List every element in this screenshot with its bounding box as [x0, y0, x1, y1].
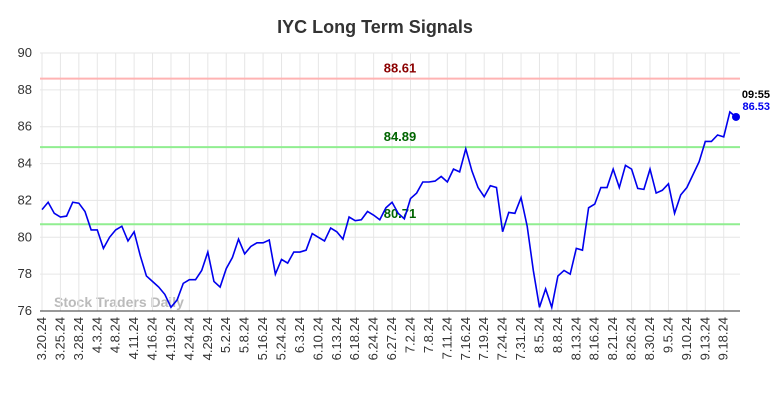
- x-tick-label: 7.2.24: [402, 317, 417, 353]
- x-tick-label: 6.13.24: [329, 317, 344, 360]
- chart-title: IYC Long Term Signals: [277, 17, 473, 37]
- x-tick-label: 6.3.24: [292, 317, 307, 353]
- x-tick-label: 6.27.24: [384, 317, 399, 360]
- y-tick-label: 80: [18, 229, 32, 244]
- last-time: 09:55: [742, 89, 770, 101]
- x-tick-label: 8.16.24: [587, 317, 602, 360]
- x-tick-label: 4.29.24: [200, 317, 215, 360]
- x-tick-label: 4.3.24: [89, 317, 104, 353]
- x-tick-label: 5.2.24: [218, 317, 233, 353]
- y-tick-label: 82: [18, 192, 32, 207]
- x-tick-label: 7.31.24: [513, 317, 528, 360]
- x-tick-label: 9.5.24: [660, 317, 675, 353]
- watermark: Stock Traders Daily: [54, 294, 184, 310]
- x-tick-label: 6.24.24: [366, 317, 381, 360]
- price-line: [41, 110, 737, 311]
- x-tick-label: 7.8.24: [421, 317, 436, 353]
- x-tick-label: 7.16.24: [458, 317, 473, 360]
- y-tick-label: 90: [18, 45, 32, 60]
- x-tick-label: 9.10.24: [679, 317, 694, 360]
- last-point: [732, 112, 740, 121]
- level-label: 88.61: [384, 61, 417, 76]
- x-tick-label: 8.21.24: [605, 317, 620, 360]
- y-tick-label: 84: [18, 156, 32, 171]
- x-tick-label: 7.19.24: [476, 317, 491, 360]
- x-tick-label: 8.8.24: [550, 317, 565, 353]
- level-label: 80.71: [384, 206, 417, 221]
- x-tick-label: 3.28.24: [71, 317, 86, 360]
- x-tick-label: 4.11.24: [126, 317, 141, 359]
- x-tick-label: 5.16.24: [255, 317, 270, 360]
- x-tick-label: 3.20.24: [34, 317, 49, 360]
- x-tick-label: 9.13.24: [697, 317, 712, 360]
- x-tick-label: 8.30.24: [642, 317, 657, 360]
- x-tick-label: 9.18.24: [716, 317, 731, 360]
- x-tick-label: 4.16.24: [145, 317, 160, 360]
- x-tick-label: 6.10.24: [310, 317, 325, 360]
- last-value: 86.53: [742, 101, 770, 113]
- level-label: 84.89: [384, 129, 417, 144]
- x-tick-label: 8.5.24: [531, 317, 546, 353]
- x-tick-label: 4.8.24: [108, 317, 123, 353]
- x-tick-label: 5.24.24: [274, 317, 289, 360]
- y-tick-label: 78: [18, 266, 32, 281]
- y-tick-label: 76: [18, 303, 32, 318]
- grid: [40, 52, 740, 312]
- x-tick-label: 4.24.24: [181, 317, 196, 360]
- x-tick-label: 8.26.24: [624, 317, 639, 360]
- y-tick-label: 86: [18, 119, 32, 134]
- x-tick-label: 7.24.24: [495, 317, 510, 360]
- x-tick-label: 4.19.24: [163, 317, 178, 360]
- x-tick-label: 7.11.24: [439, 317, 454, 359]
- x-tick-label: 5.8.24: [237, 317, 252, 353]
- x-tick-label: 3.25.24: [52, 317, 67, 360]
- x-tick-label: 6.18.24: [347, 317, 362, 360]
- y-tick-label: 88: [18, 82, 32, 97]
- x-tick-label: 8.13.24: [568, 317, 583, 360]
